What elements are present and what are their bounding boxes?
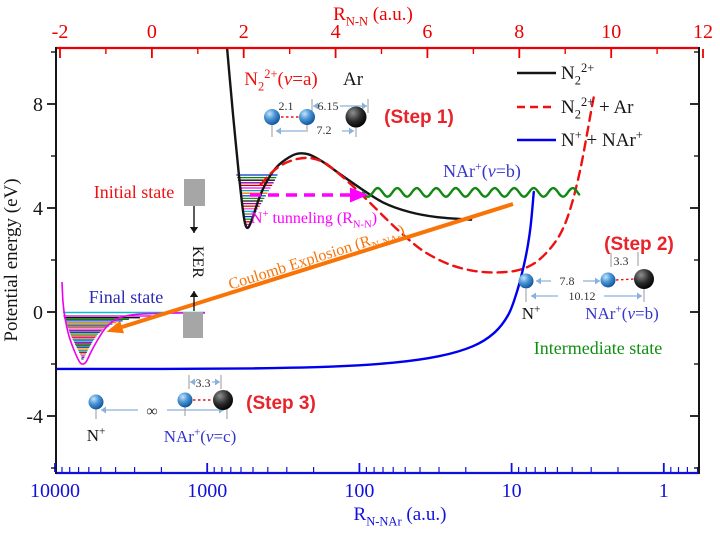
step3-nar-label: NAr+(v=c) <box>164 427 237 447</box>
bottom-tick-label: 10 <box>502 480 522 502</box>
dim-2-1: 2.1 <box>279 99 294 113</box>
step1-dim-arrow-head <box>349 127 354 135</box>
nar-vb-wavy-level <box>361 186 581 198</box>
step2-argon-atom <box>634 269 654 289</box>
step2-bond <box>615 278 635 281</box>
intermediate-state-label: Intermediate state <box>534 338 662 358</box>
step1-dim-arrow-head <box>362 102 367 110</box>
vibrational-wells <box>61 174 278 365</box>
nar-vb-curve-label: NAr+(v=b) <box>443 159 521 182</box>
ker-box-initial <box>184 179 205 206</box>
legend-n2pp-text: N22+ <box>561 61 594 88</box>
left-tick-label: 4 <box>33 198 43 220</box>
step2-dim-arrow-head <box>637 292 642 300</box>
label-ar: Ar <box>343 69 364 90</box>
dim-infinity: ∞ <box>146 403 157 420</box>
step3-dim-arrow-head <box>215 378 220 386</box>
step1-nitrogen-atom <box>264 109 280 125</box>
left-axis-title: Potential energy (eV) <box>1 178 22 341</box>
ker-down-arrow-head <box>189 227 199 233</box>
step3-dim-arrow-head <box>101 406 106 414</box>
step3-nitrogen-atom <box>88 394 104 410</box>
left-tick-label: -4 <box>26 406 43 428</box>
dim-3-3-s2: 3.3 <box>614 254 629 268</box>
top-tick-label: 0 <box>147 21 157 43</box>
n2pp-ar-curve <box>259 96 595 274</box>
final-state-label: Final state <box>89 287 164 307</box>
top-tick-label: 10 <box>601 21 621 43</box>
step2-dim-arrow-head <box>531 292 536 300</box>
step3-nitrogen-atom <box>177 392 193 408</box>
step2-n-plus-label: N+ <box>522 304 541 324</box>
dim-3-3-s3: 3.3 <box>196 376 211 390</box>
coulomb-arrow-head <box>106 320 124 334</box>
legend-n2pp-ar-text: N22+ + Ar <box>561 95 634 122</box>
potential-curves <box>55 48 595 371</box>
ker-up-arrow-head <box>189 291 199 297</box>
bottom-axis-title: RN-NAr (a.u.) <box>354 504 447 528</box>
top-tick-label: -2 <box>52 21 69 43</box>
initial-state-label: Initial state <box>94 182 174 202</box>
dim-7-8: 7.8 <box>560 274 575 288</box>
dim-7-2: 7.2 <box>317 123 332 137</box>
left-tick-label: 0 <box>33 302 43 324</box>
step3-n-plus-label: N+ <box>87 426 106 446</box>
step1-dim-arrow-head <box>276 127 281 135</box>
ker-box-final <box>183 312 203 338</box>
step-2-label: (Step 2) <box>604 234 674 255</box>
top-tick-label: 6 <box>422 21 432 43</box>
step1-nitrogen-atom <box>299 109 315 125</box>
step2-nitrogen-atom <box>600 272 616 288</box>
tunneling-arrow-head <box>350 187 368 203</box>
top-tick-label: 8 <box>514 21 524 43</box>
step-1-label: (Step 1) <box>384 107 454 128</box>
coulomb-arrow <box>121 202 514 329</box>
step3-dim-arrow-head <box>190 378 195 386</box>
top-axis-title: RN-N (a.u.) <box>333 4 413 28</box>
annotation-texts: N22+(v=a) Ar (Step 1) (Step 2) (Step 3) Initi… <box>87 67 674 446</box>
axes-frame: -2 0 2 4 6 8 10 12 10000 1000 100 10 1 8 4 0 -4 RN-N (a.u… <box>1 4 713 528</box>
top-tick-label: 4 <box>331 21 341 43</box>
label-n2-va: N22+(v=a) <box>244 67 318 94</box>
step2-nitrogen-atom <box>518 273 534 289</box>
step2-nar-label: NAr+(v=b) <box>585 304 659 324</box>
step-3-label: (Step 3) <box>246 393 316 414</box>
coulomb-label: Coulomb Explosion (RN-NAr) <box>226 222 407 297</box>
process-arrows <box>106 187 514 334</box>
step2-dim-arrow-head <box>536 277 541 285</box>
bottom-tick-label: 10000 <box>30 480 80 502</box>
tunneling-label: N+ tunneling (RN-N) <box>251 209 377 231</box>
legend-n-narp-text: N+ + NAr+ <box>561 128 643 151</box>
dim-10-12: 10.12 <box>569 289 596 303</box>
bottom-tick-label: 1 <box>659 480 669 502</box>
step1-dim-arrow-head <box>313 102 318 110</box>
ker-label: KER <box>189 246 206 278</box>
step1-argon-atom <box>345 106 367 128</box>
top-tick-label: 12 <box>693 21 713 43</box>
final-well-outline <box>61 281 206 365</box>
bottom-tick-label: 100 <box>344 480 374 502</box>
n-narp-curve <box>55 190 535 371</box>
dim-6-15: 6.15 <box>318 99 339 113</box>
top-tick-label: 2 <box>239 21 249 43</box>
bottom-tick-label: 1000 <box>187 480 227 502</box>
left-tick-label: 8 <box>33 94 43 116</box>
step3-argon-atom <box>213 390 233 410</box>
molecule-diagrams <box>88 99 654 419</box>
ker-annotation <box>183 179 205 338</box>
step2-dim-arrow-head <box>595 277 600 285</box>
legend: N22+ N22+ + Ar N+ + NAr+ <box>517 61 643 151</box>
